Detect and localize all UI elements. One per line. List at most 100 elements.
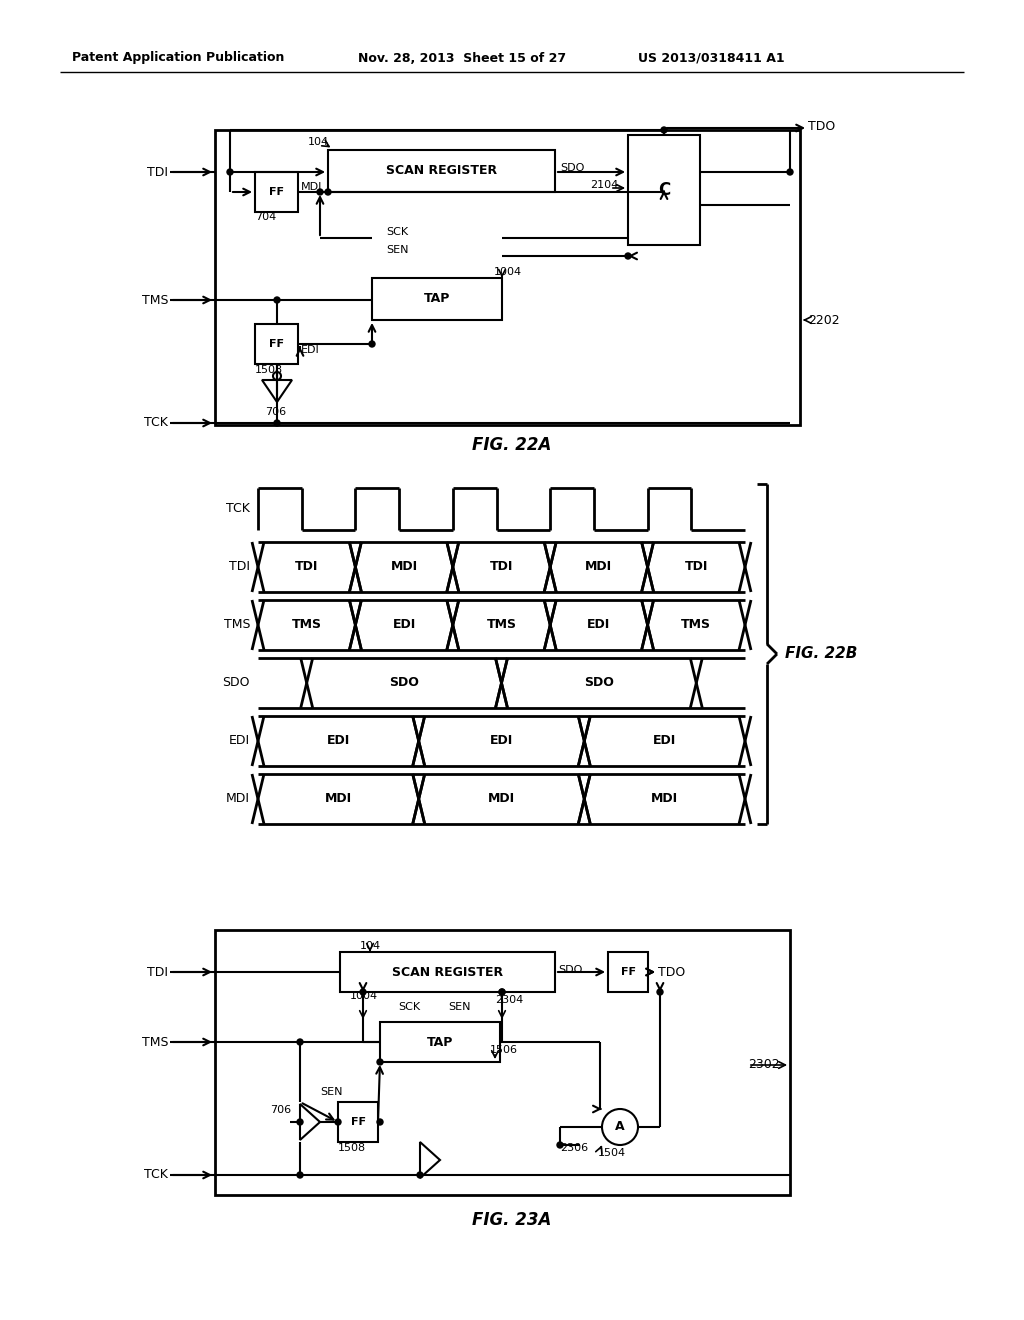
Circle shape [274, 420, 280, 426]
Circle shape [369, 341, 375, 347]
Text: SCK: SCK [398, 1002, 420, 1012]
Text: 104: 104 [308, 137, 329, 147]
FancyBboxPatch shape [372, 279, 502, 319]
Circle shape [662, 127, 667, 133]
Text: FF: FF [269, 187, 284, 197]
Text: TMS: TMS [141, 293, 168, 306]
Text: MDI: MDI [226, 792, 250, 805]
FancyBboxPatch shape [338, 1102, 378, 1142]
Circle shape [377, 1059, 383, 1065]
Text: TMS: TMS [223, 619, 250, 631]
Circle shape [360, 989, 366, 995]
Text: US 2013/0318411 A1: US 2013/0318411 A1 [638, 51, 784, 65]
Circle shape [297, 1119, 303, 1125]
Text: 1004: 1004 [350, 991, 378, 1001]
FancyBboxPatch shape [215, 931, 790, 1195]
Text: MDI: MDI [651, 792, 678, 805]
Text: TMS: TMS [141, 1035, 168, 1048]
FancyBboxPatch shape [255, 172, 298, 213]
Circle shape [787, 169, 793, 176]
Text: EDI: EDI [653, 734, 676, 747]
Text: TDI: TDI [489, 561, 513, 573]
Circle shape [657, 989, 663, 995]
Text: SCAN REGISTER: SCAN REGISTER [386, 165, 497, 177]
Text: EDI: EDI [392, 619, 416, 631]
Text: TDI: TDI [229, 561, 250, 573]
Text: SEN: SEN [319, 1086, 342, 1097]
Text: SDO: SDO [558, 965, 583, 975]
Text: 1508: 1508 [338, 1143, 367, 1152]
Circle shape [499, 989, 505, 995]
Circle shape [557, 1142, 563, 1148]
Text: SDO: SDO [389, 676, 419, 689]
Text: SCK: SCK [386, 227, 409, 238]
Text: MDI: MDI [488, 792, 515, 805]
Text: MDI: MDI [390, 561, 418, 573]
Text: 2302: 2302 [748, 1059, 779, 1072]
Text: MDI: MDI [301, 182, 323, 191]
Text: TDO: TDO [808, 120, 836, 133]
Text: TDI: TDI [147, 165, 168, 178]
Text: MDI: MDI [325, 792, 352, 805]
Circle shape [297, 1039, 303, 1045]
Text: TMS: TMS [681, 619, 712, 631]
FancyBboxPatch shape [255, 323, 298, 364]
FancyBboxPatch shape [340, 952, 555, 993]
Text: FF: FF [350, 1117, 366, 1127]
Text: TDI: TDI [685, 561, 708, 573]
FancyBboxPatch shape [628, 135, 700, 246]
Circle shape [335, 1119, 341, 1125]
Circle shape [377, 1119, 383, 1125]
Text: FIG. 23A: FIG. 23A [472, 1210, 552, 1229]
Text: TAP: TAP [427, 1035, 454, 1048]
Text: TAP: TAP [424, 293, 451, 305]
Text: SEN: SEN [449, 1002, 470, 1012]
Text: 706: 706 [270, 1105, 291, 1115]
Text: 2304: 2304 [495, 995, 523, 1005]
Text: TCK: TCK [144, 1168, 168, 1181]
Text: EDI: EDI [301, 345, 319, 355]
Text: 2202: 2202 [808, 314, 840, 326]
Text: EDI: EDI [588, 619, 610, 631]
Text: EDI: EDI [229, 734, 250, 747]
Text: FF: FF [269, 339, 284, 348]
FancyBboxPatch shape [608, 952, 648, 993]
Text: SDO: SDO [584, 676, 613, 689]
Text: EDI: EDI [489, 734, 513, 747]
FancyBboxPatch shape [328, 150, 555, 191]
Text: FIG. 22B: FIG. 22B [785, 647, 857, 661]
Circle shape [297, 1172, 303, 1177]
Text: TCK: TCK [144, 417, 168, 429]
Circle shape [417, 1172, 423, 1177]
Text: 1504: 1504 [598, 1148, 626, 1158]
Text: 706: 706 [265, 407, 286, 417]
Circle shape [274, 297, 280, 304]
Circle shape [227, 169, 233, 176]
Text: TDO: TDO [658, 965, 685, 978]
Text: FF: FF [621, 968, 636, 977]
Text: 704: 704 [255, 213, 276, 222]
Text: MDI: MDI [586, 561, 612, 573]
Text: 1508: 1508 [255, 366, 283, 375]
Text: C: C [657, 181, 670, 199]
Circle shape [325, 189, 331, 195]
Text: TMS: TMS [486, 619, 516, 631]
Text: 2104: 2104 [590, 180, 618, 190]
Text: 1506: 1506 [490, 1045, 518, 1055]
Text: TDI: TDI [147, 965, 168, 978]
FancyBboxPatch shape [380, 1022, 500, 1063]
Text: TMS: TMS [292, 619, 322, 631]
Circle shape [499, 989, 505, 995]
Text: Nov. 28, 2013  Sheet 15 of 27: Nov. 28, 2013 Sheet 15 of 27 [358, 51, 566, 65]
Text: FIG. 22A: FIG. 22A [472, 436, 552, 454]
Text: A: A [615, 1121, 625, 1134]
Text: SCAN REGISTER: SCAN REGISTER [392, 965, 503, 978]
Circle shape [625, 253, 631, 259]
Text: TCK: TCK [226, 503, 250, 516]
Text: Patent Application Publication: Patent Application Publication [72, 51, 285, 65]
Text: 1004: 1004 [494, 267, 522, 277]
Text: 2306: 2306 [560, 1143, 588, 1152]
Text: 104: 104 [360, 941, 381, 950]
Text: EDI: EDI [327, 734, 350, 747]
Text: SDO: SDO [222, 676, 250, 689]
